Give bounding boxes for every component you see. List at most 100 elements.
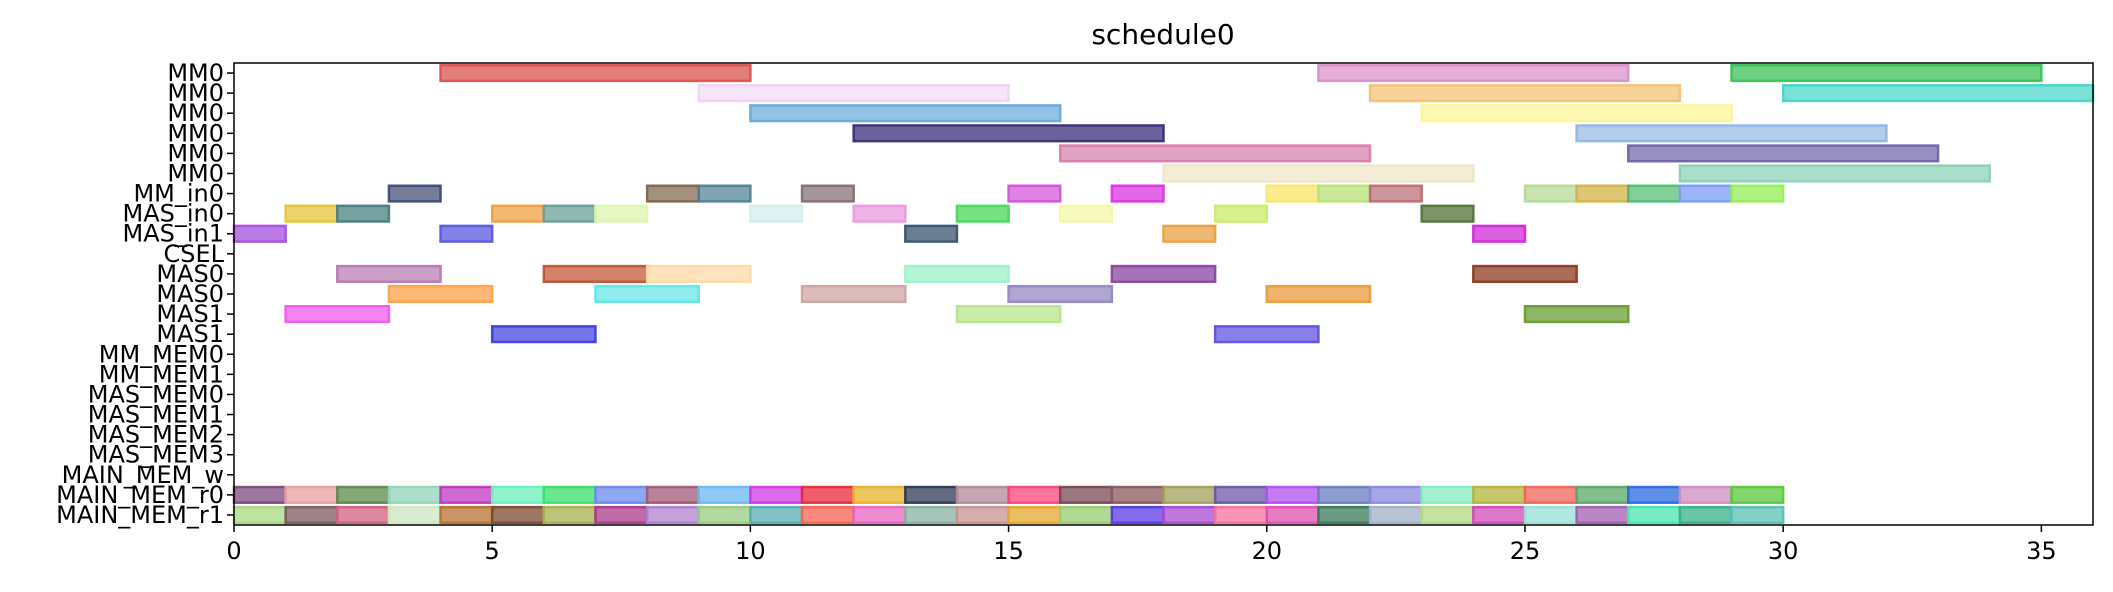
schedule-bar-mas-in1-42 <box>1162 224 1217 243</box>
schedule-bar-main-mem-r1-100 <box>749 505 804 525</box>
y-tick-label: MM0 <box>167 139 224 167</box>
x-tick-label: 20 <box>1252 537 1283 565</box>
schedule-bar-mas-in0-32 <box>594 204 649 223</box>
schedule-bar-main-mem-r0-72 <box>852 485 907 504</box>
schedule-bar-mm-in0-24 <box>1575 184 1630 203</box>
schedule-bar-main-mem-r0-62 <box>336 485 391 504</box>
schedule-bar-main-mem-r0-81 <box>1317 485 1372 504</box>
schedule-bar-main-mem-r1-90 <box>232 505 287 525</box>
y-tick-label: MM0 <box>167 79 224 107</box>
schedule-bar-main-mem-r1-119 <box>1730 505 1785 525</box>
schedule-bar-main-mem-r1-98 <box>645 505 700 525</box>
schedule-bar-main-mem-r1-99 <box>697 505 752 525</box>
schedule-bar-main-mem-r0-71 <box>800 485 855 504</box>
y-tick-label: MAIN_MEM_w <box>62 461 224 489</box>
schedule-bar-mas-in1-39 <box>232 224 287 243</box>
schedule-bar-mas0-48 <box>1110 264 1217 283</box>
schedule-bar-main-mem-r0-82 <box>1368 485 1423 504</box>
schedule-bar-main-mem-r0-67 <box>594 485 649 504</box>
schedule-bar-mm-in0-21 <box>1317 184 1372 203</box>
y-tick-label: MAS_in1 <box>122 220 224 248</box>
schedule-bar-mas1-55 <box>284 305 391 324</box>
schedule-bar-main-mem-r0-64 <box>439 485 494 504</box>
schedule-bar-mm0-3 <box>697 84 1010 103</box>
schedule-bar-mm-in0-20 <box>1265 184 1320 203</box>
schedule-bar-mas-in0-36 <box>1058 204 1114 223</box>
y-tick-label: MM0 <box>167 99 224 127</box>
y-tick-label: MM0 <box>167 159 224 187</box>
schedule-bar-main-mem-r0-78 <box>1162 485 1217 504</box>
schedule-bar-mas0-50 <box>387 284 494 304</box>
y-tick-label: MAS_MEM0 <box>88 380 224 408</box>
schedule-bar-mm0-4 <box>1368 84 1682 103</box>
schedule-bar-mm0-11 <box>1627 144 1940 163</box>
schedule-bar-main-mem-r0-73 <box>904 485 959 504</box>
schedule-bar-main-mem-r0-75 <box>1007 485 1062 504</box>
x-tick-label: 25 <box>1510 537 1541 565</box>
schedule-bar-mas-in0-38 <box>1420 204 1475 223</box>
schedule-bar-main-mem-r0-61 <box>284 485 339 504</box>
schedule-bar-main-mem-r1-114 <box>1472 505 1527 525</box>
plot-frame <box>233 62 2094 526</box>
y-tick-label: MM0 <box>167 59 224 87</box>
schedule-bar-mas-in0-29 <box>336 204 391 223</box>
y-tick-label: MM_MEM0 <box>99 340 224 368</box>
x-tick-label: 5 <box>485 537 500 565</box>
schedule-bar-mm-in0-26 <box>1678 184 1733 203</box>
x-tick-label: 0 <box>226 537 241 565</box>
y-tick-label: MM_MEM1 <box>99 360 224 388</box>
schedule-bar-main-mem-r0-60 <box>232 485 287 504</box>
x-tick-label: 15 <box>993 537 1024 565</box>
schedule-bar-main-mem-r1-92 <box>336 505 391 525</box>
schedule-bar-main-mem-r0-70 <box>749 485 804 504</box>
schedule-bar-main-mem-r1-101 <box>800 505 855 525</box>
schedule-bar-main-mem-r0-65 <box>490 485 546 504</box>
y-tick-label: MAIN_MEM_r1 <box>56 501 224 529</box>
schedule-bar-mm0-12 <box>1162 164 1475 183</box>
schedule-bar-main-mem-r1-104 <box>955 505 1010 525</box>
y-axis: MM0MM0MM0MM0MM0MM0MM_in0MAS_in0MAS_in1CS… <box>56 59 234 529</box>
schedule-bar-main-mem-r1-115 <box>1523 505 1578 525</box>
schedule-bar-main-mem-r1-107 <box>1110 505 1165 525</box>
schedule-bar-mm0-5 <box>1781 84 2095 103</box>
schedule-bar-mm0-10 <box>1058 144 1372 163</box>
schedule-bar-main-mem-r0-79 <box>1213 485 1269 504</box>
schedule-bar-main-mem-r0-86 <box>1575 485 1630 504</box>
schedule-bar-mas0-45 <box>542 264 649 283</box>
schedule-bar-main-mem-r1-111 <box>1317 505 1372 525</box>
schedule-bar-main-mem-r0-87 <box>1627 485 1682 504</box>
x-tick-label: 30 <box>1768 537 1799 565</box>
schedule-bar-main-mem-r1-106 <box>1058 505 1114 525</box>
schedule-bar-main-mem-r1-110 <box>1265 505 1320 525</box>
schedule-bar-mas1-57 <box>1523 305 1630 324</box>
schedule-bar-mas-in0-31 <box>542 204 597 223</box>
y-tick-label: MAS1 <box>156 320 224 348</box>
schedule-bar-main-mem-r0-76 <box>1058 485 1114 504</box>
y-tick-label: MAS_MEM3 <box>88 441 224 469</box>
schedule-bar-main-mem-r0-89 <box>1730 485 1785 504</box>
schedule-bar-main-mem-r0-74 <box>955 485 1010 504</box>
y-tick-label: MAS0 <box>156 280 224 308</box>
schedule-bar-mas1-59 <box>1213 325 1320 344</box>
schedule-bar-main-mem-r1-117 <box>1627 505 1682 525</box>
schedule-bar-mas0-54 <box>1265 284 1372 304</box>
schedule-bar-mm-in0-17 <box>800 184 855 203</box>
schedule-bar-mm0-2 <box>1730 63 2043 83</box>
schedule-bar-main-mem-r0-84 <box>1472 485 1527 504</box>
schedule-bar-mm0-13 <box>1678 164 1991 183</box>
schedule-bar-mas-in0-28 <box>284 204 339 223</box>
schedule-bar-main-mem-r1-112 <box>1368 505 1423 525</box>
schedule-bar-mas-in0-35 <box>955 204 1010 223</box>
y-tick-label: MAS0 <box>156 260 224 288</box>
schedule-bar-main-mem-r1-97 <box>594 505 649 525</box>
schedule-bar-mm0-9 <box>1575 124 1888 143</box>
y-tick-label: MM0 <box>167 119 224 147</box>
x-tick-label: 35 <box>2026 537 2057 565</box>
schedule-bar-mas1-58 <box>490 325 597 344</box>
schedule-bar-mas0-53 <box>1007 284 1114 304</box>
schedule-bar-main-mem-r0-83 <box>1420 485 1475 504</box>
schedule-bar-main-mem-r1-94 <box>439 505 494 525</box>
x-tick-label: 10 <box>735 537 766 565</box>
bars-group <box>232 63 2095 525</box>
